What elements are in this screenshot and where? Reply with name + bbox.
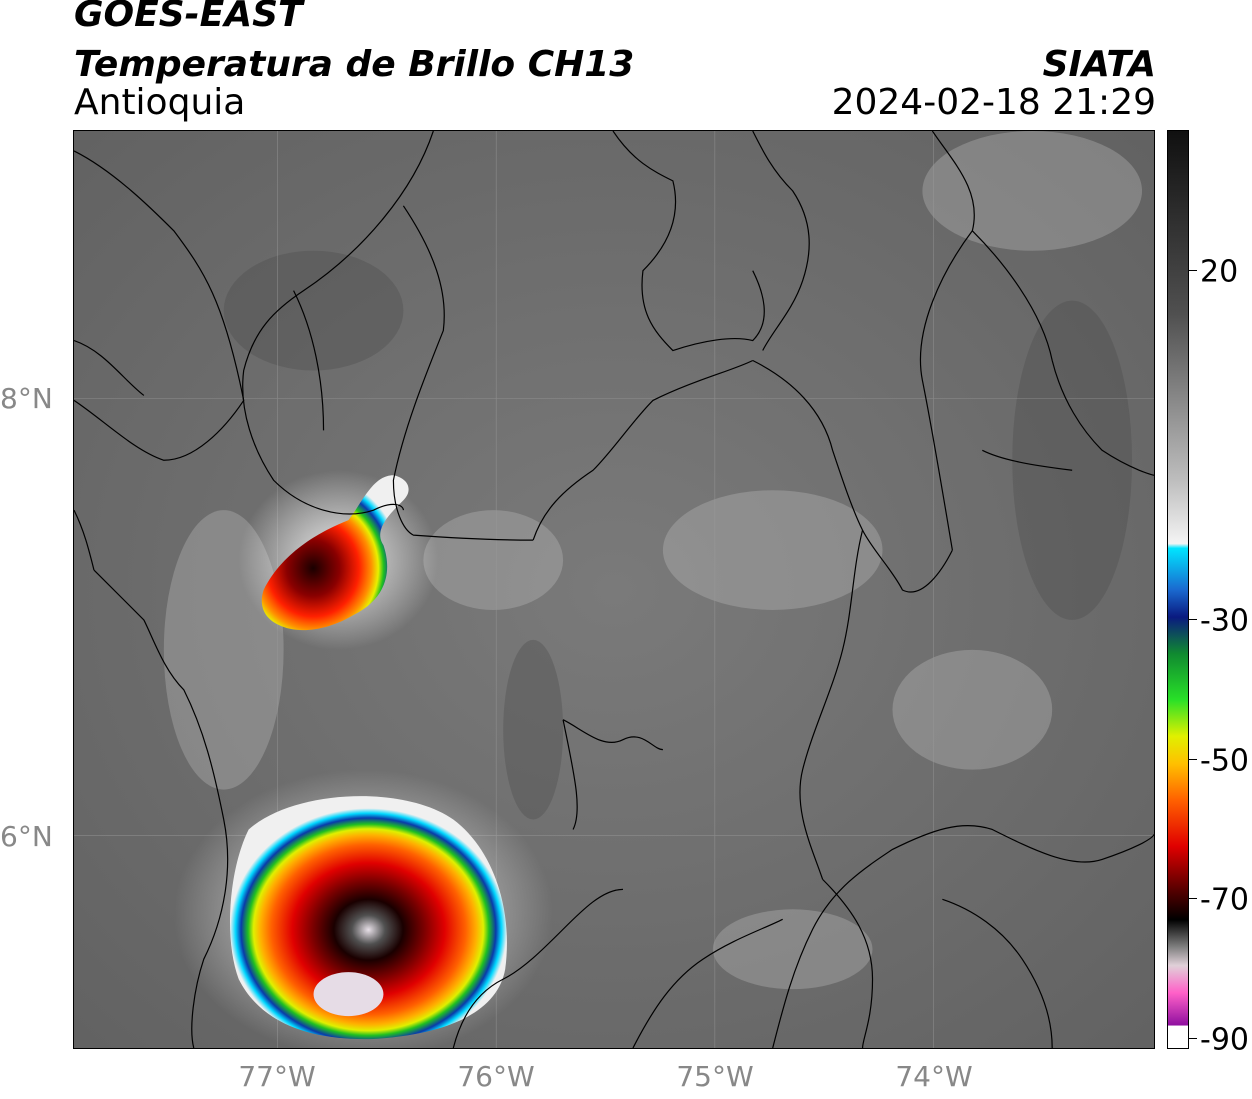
colorbar-tick-minus90: [1189, 1038, 1197, 1039]
storm-cell-north: [261, 475, 409, 631]
lat-label-8n: 8°N: [0, 382, 53, 415]
colorbar-tick-minus70: [1189, 898, 1197, 899]
product-title: Temperatura de Brillo CH13: [74, 44, 635, 85]
lon-label-74w: 74°W: [895, 1060, 973, 1093]
lon-label-76w: 76°W: [457, 1060, 535, 1093]
colorbar-tick-minus50: [1189, 759, 1197, 760]
colorbar: [1167, 130, 1189, 1049]
boundaries: [74, 131, 1154, 1048]
lon-label-77w: 77°W: [238, 1060, 316, 1093]
colorbar-tick-20: [1189, 270, 1197, 271]
region-title: Antioquia: [74, 82, 246, 123]
colorbar-label-20: 20: [1200, 254, 1239, 290]
colorbar-label-minus90: -90: [1200, 1022, 1249, 1058]
colorbar-label-minus70: -70: [1200, 882, 1249, 918]
colorbar-label-minus50: -50: [1200, 743, 1249, 779]
datetime-label: 2024-02-18 21:29: [831, 82, 1156, 123]
agency-title: SIATA: [1042, 44, 1156, 85]
colorbar-tick-minus30: [1189, 619, 1197, 620]
satellite-title: GOES-EAST: [74, 0, 303, 35]
cloud-texture: [163, 131, 1143, 990]
lat-label-6n: 6°N: [0, 820, 53, 853]
colorbar-label-minus30: -30: [1200, 603, 1249, 639]
storm-cell-south: [229, 796, 507, 1040]
dark-texture: [223, 250, 1133, 820]
lon-label-75w: 75°W: [676, 1060, 754, 1093]
storm-core-south: [313, 972, 384, 1017]
satellite-map[interactable]: [73, 130, 1155, 1049]
